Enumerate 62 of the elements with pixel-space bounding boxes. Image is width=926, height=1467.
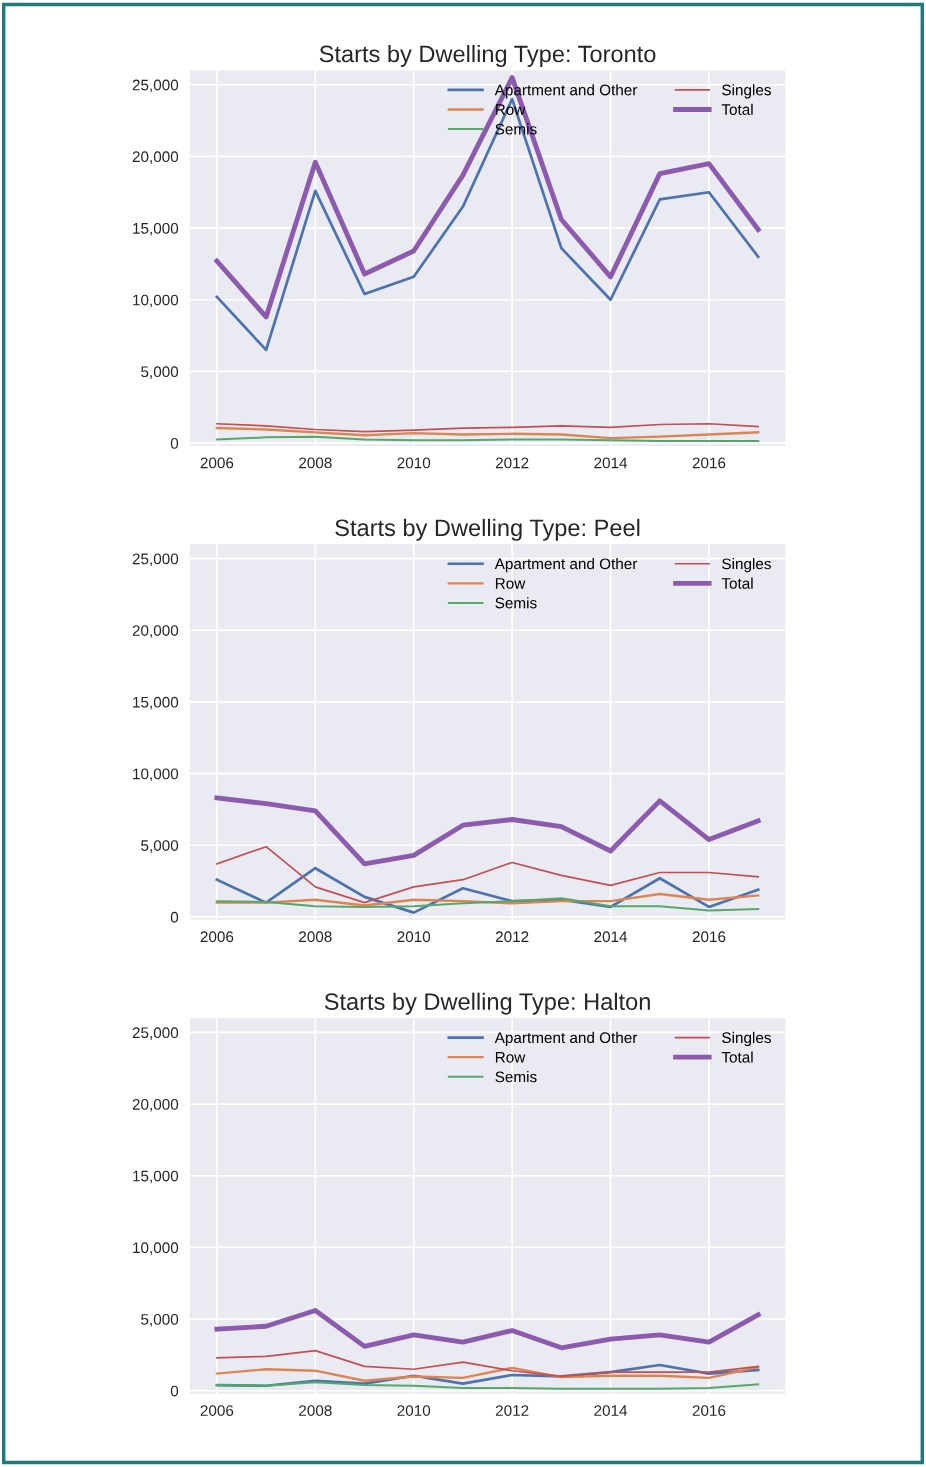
x-tick-label: 2016 bbox=[692, 1405, 726, 1416]
legend-label: Apartment and Other bbox=[494, 1031, 638, 1047]
x-tick-label: 2014 bbox=[594, 457, 628, 469]
chart-title: Starts by Dwelling Type: Toronto bbox=[319, 44, 656, 67]
x-tick-label: 2012 bbox=[495, 457, 529, 469]
x-tick-label: 2010 bbox=[397, 1405, 431, 1416]
chart-title: Starts by Dwelling Type: Halton bbox=[324, 992, 650, 1015]
y-tick-label: 15,000 bbox=[133, 696, 179, 710]
x-tick-label: 2006 bbox=[200, 457, 234, 469]
y-tick-label: 10,000 bbox=[133, 1242, 179, 1255]
legend-label: Singles bbox=[722, 84, 771, 99]
y-tick-label: 25,000 bbox=[132, 553, 179, 567]
x-tick-label: 2012 bbox=[495, 1405, 529, 1416]
x-tick-label: 2014 bbox=[594, 1405, 628, 1416]
line-series bbox=[214, 1308, 761, 1351]
x-tick-label: 2008 bbox=[299, 1405, 332, 1416]
line-series bbox=[216, 422, 760, 433]
legend-label: Total bbox=[721, 577, 753, 589]
x-tick-label: 2008 bbox=[299, 457, 332, 469]
line-series bbox=[215, 1365, 760, 1382]
y-tick-label: 10,000 bbox=[133, 294, 179, 308]
y-tick-label: 25,000 bbox=[132, 79, 179, 93]
y-tick-label: 5,000 bbox=[141, 1313, 179, 1327]
line-series bbox=[216, 845, 760, 904]
line-series bbox=[215, 897, 760, 912]
y-tick-label: 0 bbox=[170, 911, 179, 923]
legend-label: Total bbox=[721, 1051, 753, 1063]
line-series bbox=[215, 97, 760, 352]
x-tick-label: 2016 bbox=[692, 931, 726, 943]
x-tick-label: 2014 bbox=[594, 931, 628, 943]
legend-label: Row bbox=[495, 1052, 526, 1063]
y-tick-label: 15,000 bbox=[133, 1170, 179, 1184]
y-tick-label: 20,000 bbox=[132, 625, 179, 638]
y-tick-label: 25,000 bbox=[132, 1027, 179, 1040]
legend-label: Apartment and Other bbox=[494, 558, 638, 573]
y-tick-label: 20,000 bbox=[132, 151, 179, 164]
line-series bbox=[216, 1349, 760, 1378]
line-series bbox=[215, 426, 760, 440]
x-tick-label: 2006 bbox=[200, 931, 234, 943]
y-tick-label: 20,000 bbox=[132, 1098, 179, 1112]
y-tick-label: 15,000 bbox=[133, 222, 179, 236]
y-tick-label: 0 bbox=[170, 437, 179, 449]
legend-label: Total bbox=[721, 103, 753, 115]
y-tick-label: 0 bbox=[170, 1385, 179, 1397]
legend-label: Semis bbox=[495, 597, 537, 609]
line-series bbox=[214, 795, 761, 867]
x-tick-label: 2012 bbox=[495, 931, 529, 943]
x-tick-label: 2010 bbox=[397, 457, 431, 469]
y-tick-label: 5,000 bbox=[141, 840, 179, 853]
x-tick-label: 2006 bbox=[200, 1405, 234, 1416]
legend-label: Semis bbox=[495, 1071, 537, 1083]
legend-label: Singles bbox=[722, 558, 771, 573]
legend-label: Row bbox=[495, 578, 526, 589]
x-tick-label: 2010 bbox=[397, 931, 431, 943]
chart-title: Starts by Dwelling Type: Peel bbox=[335, 518, 640, 541]
line-series bbox=[215, 892, 760, 907]
legend-label: Singles bbox=[722, 1031, 771, 1047]
x-tick-label: 2008 bbox=[299, 931, 332, 943]
y-tick-label: 5,000 bbox=[141, 366, 179, 379]
x-tick-label: 2016 bbox=[692, 457, 726, 469]
y-tick-label: 10,000 bbox=[133, 768, 179, 782]
line-series bbox=[215, 1381, 760, 1390]
